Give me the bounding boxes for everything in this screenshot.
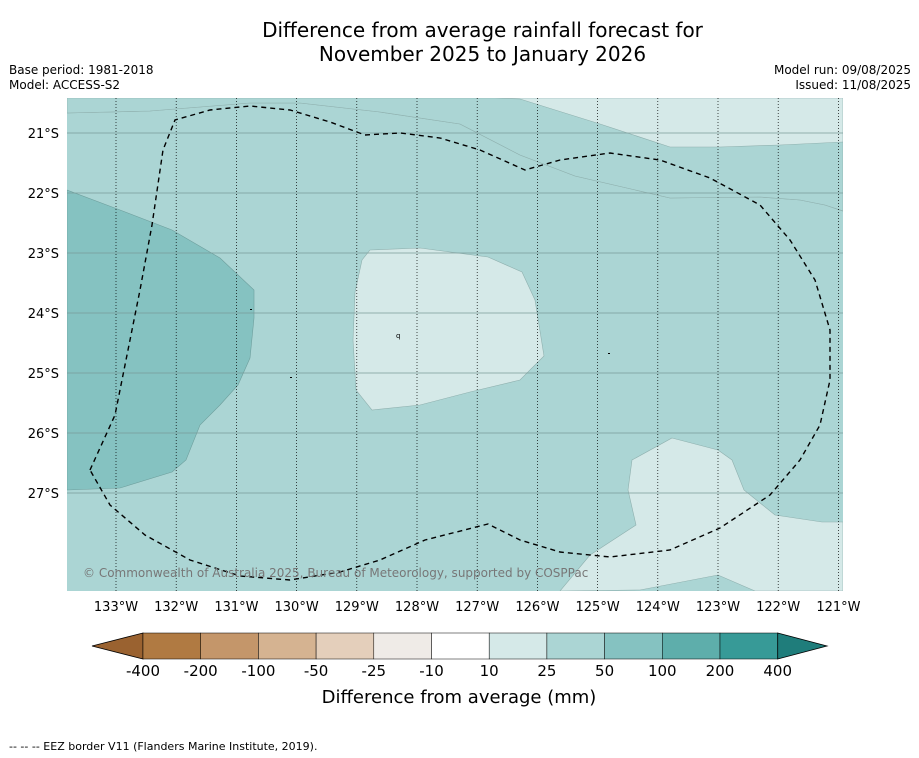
longitude-label: 126°W — [515, 600, 559, 615]
colorbar-tick-label: 50 — [595, 662, 614, 680]
colorbar-tick-label: -200 — [184, 662, 218, 680]
colorbar-tick-label: 200 — [706, 662, 735, 680]
base-period: Base period: 1981-2018 — [9, 63, 154, 77]
longitude-label: 124°W — [636, 600, 680, 615]
colorbar-tick-label: 100 — [648, 662, 677, 680]
longitude-label: 133°W — [94, 600, 138, 615]
model-name: Model: ACCESS-S2 — [9, 78, 121, 92]
eez-border — [89, 105, 831, 581]
longitude-labels: 133°W 132°W 131°W 130°W 129°W 128°W 127°W 126°W… — [94, 600, 861, 615]
colorbar-segment — [142, 632, 201, 660]
map-title: Difference from average rainfall forecas… — [0, 18, 919, 66]
latitude-label: 25°S — [28, 367, 59, 382]
run-info: Model run: 09/08/2025 Issued: 11/08/2025 — [774, 63, 911, 93]
longitude-label: 125°W — [576, 600, 620, 615]
colorbar-segment — [431, 632, 490, 660]
colorbar-tick-label: -400 — [126, 662, 160, 680]
longitude-label: 132°W — [154, 600, 198, 615]
zone-50-to-100-west — [67, 189, 255, 491]
gridlines — [67, 98, 843, 591]
zone-25-to-50-north — [67, 98, 843, 212]
longitude-label: 131°W — [214, 600, 258, 615]
colorbar-segment — [200, 632, 259, 660]
colorbar-arrow-high — [777, 632, 829, 660]
issued-date: Issued: 11/08/2025 — [795, 78, 911, 92]
colorbar-tick-label: 10 — [480, 662, 499, 680]
colorbar-tick-label: 400 — [763, 662, 792, 680]
colorbar-tick-label: -100 — [241, 662, 275, 680]
longitude-label: 128°W — [395, 600, 439, 615]
latitude-label: 26°S — [28, 427, 59, 442]
colorbar-segment — [662, 632, 721, 660]
colorbar-tick-label: -25 — [362, 662, 387, 680]
colorbar-segment — [258, 632, 317, 660]
colorbar: -400 -200 -100 -50 -25 -10 10 25 50 100 200 400 — [91, 632, 829, 680]
colorbar-segment — [719, 632, 778, 660]
colorbar-tick-label: -10 — [419, 662, 444, 680]
island-dot — [290, 377, 292, 378]
footnote: -- -- -- EEZ border V11 (Flanders Marine… — [9, 740, 318, 753]
longitude-label: 127°W — [455, 600, 499, 615]
colorbar-segment — [546, 632, 605, 660]
colorbar-segment — [488, 632, 548, 660]
colorbar-arrow-low — [91, 632, 144, 660]
colorbar-label: Difference from average (mm) — [322, 687, 597, 708]
zone-10-to-25-center — [352, 247, 545, 411]
colorbar-segment — [315, 632, 375, 660]
island-dot — [250, 309, 252, 310]
island-dot — [608, 353, 610, 354]
latitude-label: 23°S — [28, 247, 59, 262]
latitude-labels: 21°S 22°S 23°S 24°S 25°S 26°S 27°S — [28, 127, 59, 502]
map-area: q © Commonwealth of Australia 2025, Bure… — [67, 98, 843, 591]
latitude-label: 22°S — [28, 187, 59, 202]
latitude-label: 21°S — [28, 127, 59, 142]
longitude-label: 121°W — [816, 600, 860, 615]
longitude-label: 130°W — [275, 600, 319, 615]
longitude-label: 122°W — [756, 600, 800, 615]
colorbar-tick-label: -50 — [304, 662, 329, 680]
copyright-text: © Commonwealth of Australia 2025, Bureau… — [83, 566, 588, 580]
zone-10-to-25-southeast — [559, 437, 843, 591]
longitude-label: 129°W — [335, 600, 379, 615]
colorbar-segment — [373, 632, 432, 660]
latitude-label: 27°S — [28, 487, 59, 502]
longitude-label: 123°W — [696, 600, 740, 615]
model-info: Base period: 1981-2018 Model: ACCESS-S2 — [9, 63, 154, 93]
island-marker: q — [396, 332, 400, 340]
colorbar-segment — [604, 632, 663, 660]
colorbar-tick-label: 25 — [537, 662, 556, 680]
title-line-2: November 2025 to January 2026 — [318, 42, 647, 66]
latitude-label: 24°S — [28, 307, 59, 322]
model-run: Model run: 09/08/2025 — [773, 63, 911, 77]
title-line-1: Difference from average rainfall forecas… — [262, 18, 703, 42]
